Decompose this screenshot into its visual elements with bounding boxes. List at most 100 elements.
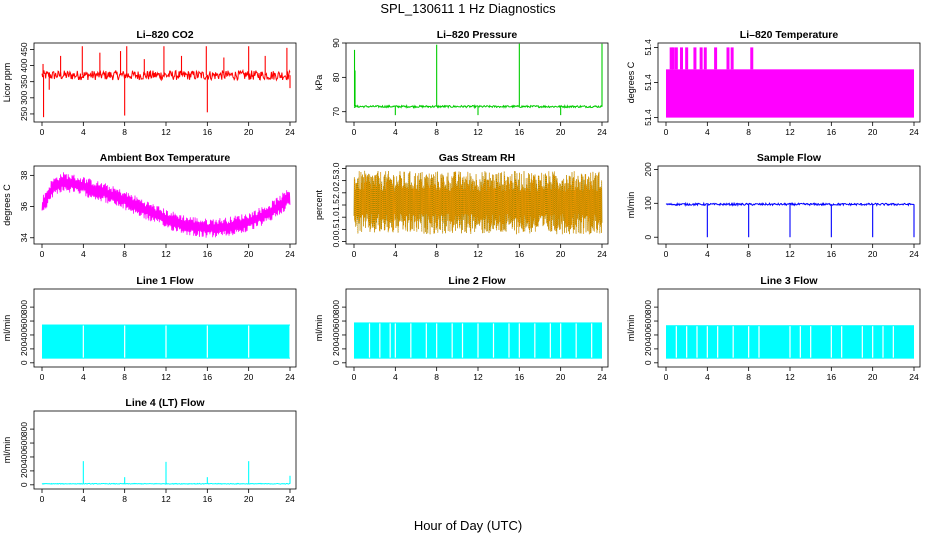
y-tick-label: 200 — [643, 162, 653, 176]
chart-marks — [665, 201, 915, 238]
chart-title: Li–820 Temperature — [740, 29, 839, 41]
x-tick-label: 24 — [285, 127, 295, 137]
x-tick-label: 4 — [81, 494, 86, 504]
series-spike — [671, 47, 675, 70]
chart-panel-1: Li–820 CO2 Licor ppm 250 300 350 400 450 0 4 8 12 1… — [2, 29, 297, 137]
y-tick-label: 0.5 — [331, 223, 341, 235]
y-tick-label: 51.4 — [643, 109, 653, 126]
y-tick-label: 200 — [19, 342, 29, 356]
x-tick-label: 4 — [393, 127, 398, 137]
x-tick-label: 12 — [161, 127, 171, 137]
x-tick-label: 8 — [746, 127, 751, 137]
y-tick-label: 800 — [331, 300, 341, 314]
series-spike — [685, 47, 689, 70]
chart-title: Ambient Box Temperature — [100, 152, 231, 164]
chart-panel-6: Sample Flow ml/min 0 100 200 0 4 8 12 16 20 24 — [626, 152, 921, 259]
series-spike — [669, 47, 673, 70]
x-tick-label: 8 — [122, 127, 127, 137]
y-axis-label: degrees C — [2, 184, 12, 226]
chart-marks — [354, 322, 602, 359]
series-spike — [730, 47, 734, 70]
y-tick-label: 1.5 — [331, 199, 341, 211]
chart-marks — [353, 43, 603, 116]
chart-marks — [41, 172, 291, 238]
x-tick-label: 12 — [785, 127, 795, 137]
y-tick-label: 600 — [643, 314, 653, 328]
y-tick-label: 0 — [19, 482, 29, 487]
y-tick-label: 300 — [19, 90, 29, 104]
y-tick-label: 800 — [19, 300, 29, 314]
series-spike — [750, 47, 754, 70]
series-spike — [680, 47, 683, 70]
x-tick-label: 16 — [203, 127, 213, 137]
x-tick-label: 8 — [434, 372, 439, 382]
x-tick-label: 8 — [434, 127, 439, 137]
series-spike — [726, 47, 730, 70]
y-tick-label: 200 — [19, 464, 29, 478]
y-tick-label: 600 — [331, 314, 341, 328]
x-tick-label: 20 — [556, 372, 566, 382]
x-tick-label: 4 — [81, 127, 86, 137]
plot-frame — [657, 288, 921, 368]
series-spike — [714, 47, 718, 70]
x-tick-label: 12 — [473, 249, 483, 259]
page-title: SPL_130611 1 Hz Diagnostics — [380, 1, 556, 16]
chart-marks — [353, 170, 603, 235]
y-tick-label: 400 — [331, 328, 341, 342]
x-tick-label: 4 — [705, 249, 710, 259]
y-axis-label: kPa — [314, 75, 324, 91]
y-tick-label: 0 — [643, 235, 653, 240]
chart-panel-5: Gas Stream RH percent 0.00.51.01.52.02.53.… — [314, 152, 609, 259]
series-spike — [674, 47, 678, 70]
x-tick-label: 12 — [473, 127, 483, 137]
x-tick-label: 0 — [352, 372, 357, 382]
x-tick-label: 24 — [597, 249, 607, 259]
plot-frame — [345, 42, 609, 123]
y-tick-label: 1.0 — [331, 211, 341, 223]
y-tick-label: 250 — [19, 107, 29, 121]
y-tick-label: 2.5 — [331, 174, 341, 186]
chart-title: Li–820 Pressure — [437, 29, 518, 41]
y-axis-label: ml/min — [2, 437, 12, 464]
series-line — [353, 170, 603, 235]
x-tick-label: 12 — [161, 494, 171, 504]
y-axis-label: ml/min — [314, 315, 324, 342]
chart-marks — [41, 461, 291, 485]
y-axis-label: degrees C — [626, 61, 636, 103]
y-axis-label: ml/min — [626, 192, 636, 219]
y-tick-label: 80 — [331, 72, 341, 82]
chart-panel-2: Li–820 Pressure kPa 70 80 90 0 4 8 12 16 20 24 — [314, 29, 609, 137]
chart-marks — [666, 325, 914, 359]
series-spike — [703, 47, 707, 70]
y-tick-label: 2.0 — [331, 187, 341, 199]
chart-title: Li–820 CO2 — [136, 29, 193, 41]
x-tick-label: 16 — [515, 249, 525, 259]
x-tick-label: 8 — [122, 372, 127, 382]
x-tick-label: 0 — [664, 372, 669, 382]
x-tick-label: 20 — [244, 494, 254, 504]
y-tick-label: 90 — [331, 38, 341, 48]
series-line — [41, 172, 291, 238]
plot-frame — [33, 42, 297, 123]
x-tick-label: 24 — [285, 494, 295, 504]
plot-frame — [33, 165, 297, 245]
x-tick-label: 4 — [81, 372, 86, 382]
x-tick-label: 24 — [285, 249, 295, 259]
chart-title: Gas Stream RH — [439, 152, 515, 164]
y-axis-label: percent — [314, 189, 324, 220]
y-tick-label: 450 — [19, 42, 29, 56]
y-tick-label: 800 — [643, 300, 653, 314]
x-tick-label: 20 — [556, 249, 566, 259]
y-tick-label: 34 — [19, 233, 29, 243]
y-tick-label: 100 — [643, 196, 653, 210]
x-tick-label: 0 — [40, 127, 45, 137]
plot-frame — [33, 410, 297, 490]
series-band — [666, 69, 914, 118]
x-tick-label: 20 — [556, 127, 566, 137]
y-tick-label: 0 — [643, 360, 653, 365]
y-tick-label: 36 — [19, 202, 29, 212]
x-tick-label: 24 — [909, 249, 919, 259]
